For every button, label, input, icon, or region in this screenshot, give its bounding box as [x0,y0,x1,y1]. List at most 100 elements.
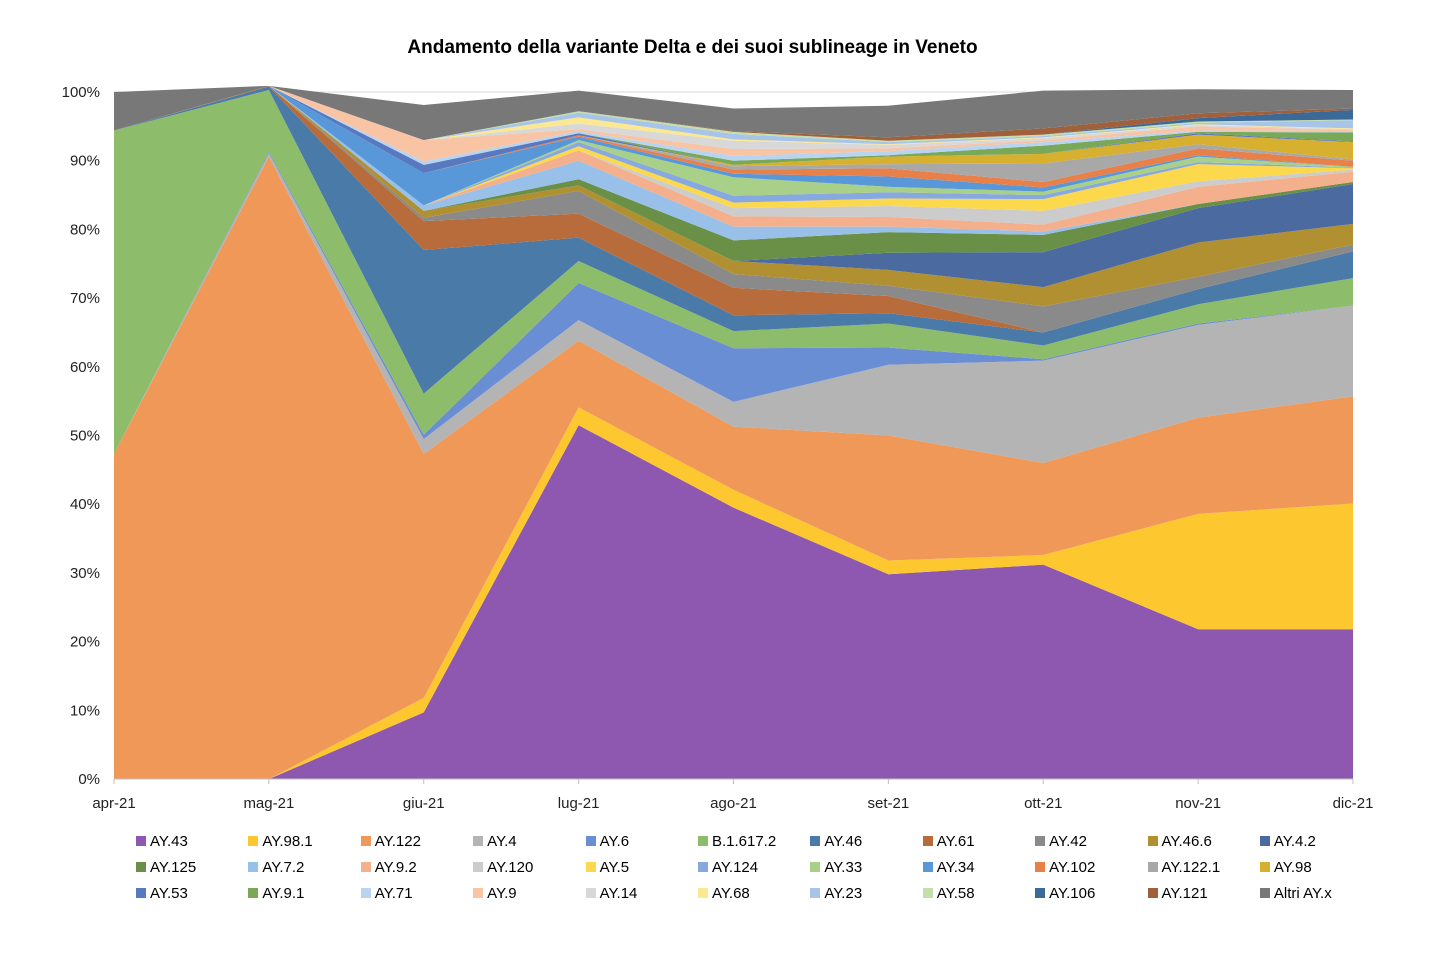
legend-item: AY.68 [697,884,810,902]
legend-label: AY.6 [599,832,630,850]
x-tick-label: dic-21 [1333,795,1374,812]
legend-item: AY.125 [136,858,248,876]
legend-swatch [248,862,259,872]
legend-swatch [922,888,933,898]
legend-label: AY.7.2 [262,858,305,876]
legend-label: AY.5 [599,858,630,876]
x-tick-label: ott-21 [1024,795,1062,812]
area-series-ay-33 [114,85,1353,206]
legend-item: AY.122 [360,832,473,850]
legend-label: AY.53 [150,884,188,902]
legend-label: AY.122.1 [1161,858,1221,876]
legend-label: AY.4.2 [1273,832,1316,850]
legend-label: AY.106 [1049,884,1096,902]
legend-label: AY.4 [487,832,517,850]
area-series-ay-122 [114,156,1353,779]
legend-item: AY.124 [697,858,810,876]
legend-swatch [922,862,933,872]
legend-label: AY.125 [150,858,197,876]
legend-item: AY.4 [473,832,585,850]
legend-swatch [1259,888,1270,898]
legend-item: AY.122.1 [1147,858,1260,876]
legend-label: AY.71 [374,884,413,902]
area-series-altri-ay-x [114,85,1353,141]
legend-item: AY.121 [1147,884,1260,902]
legend-item: AY.43 [136,832,248,850]
legend-label: AY.43 [150,832,188,850]
legend-swatch [697,862,708,872]
legend-label: AY.34 [936,858,975,876]
y-tick-label: 30% [70,565,100,582]
legend-swatch [473,862,484,872]
legend-label: AY.61 [936,832,975,850]
legend-label: AY.98.1 [262,832,313,850]
area-series-ay-34 [114,85,1353,206]
legend-item: AY.102 [1035,858,1147,876]
legend-swatch [473,836,484,846]
legend-item: AY.9.2 [360,858,473,876]
axes [113,778,1354,784]
legend-item: AY.23 [810,884,922,902]
area-series-b-1-617-2 [114,89,1353,455]
legend-swatch [1035,888,1046,898]
legend-item: AY.14 [585,884,698,902]
legend-label: AY.9.2 [374,858,417,876]
x-tick-label: giu-21 [403,795,445,812]
legend-label: AY.46 [824,832,863,850]
area-series-ay-6 [114,151,1353,455]
legend-swatch [697,888,708,898]
legend-item: AY.34 [922,858,1035,876]
x-tick-label: set-21 [868,795,910,812]
legend-item: AY.33 [810,858,922,876]
y-tick-label: 100% [62,84,100,101]
legend-label: AY.98 [1273,858,1312,876]
legend-swatch [1035,836,1046,846]
legend-swatch [810,836,821,846]
legend-label: AY.33 [824,858,863,876]
legend-swatch [585,888,596,898]
y-tick-label: 80% [70,221,100,238]
legend-swatch [810,888,821,898]
legend-swatch [1147,862,1158,872]
legend-swatch [810,862,821,872]
legend-swatch [1035,862,1046,872]
legend-item: AY.120 [473,858,585,876]
legend-swatch [1147,836,1158,846]
area-series-ay-46 [114,86,1353,394]
legend-item: AY.7.2 [248,858,360,876]
legend-swatch [1147,888,1158,898]
y-axis-tick-labels: 0% 10% 20% 30% 40% 50% 60% 70% 80% 90% 100% [62,84,100,788]
legend-label: AY.58 [936,884,975,902]
x-axis-tick-labels: apr-21 mag-21 giu-21 lug-21 ago-21 set-21 ott-… [92,795,1373,812]
legend-label: AY.46.6 [1161,832,1212,850]
x-tick-label: nov-21 [1175,795,1221,812]
legend-label: AY.120 [487,858,534,876]
legend-swatch [248,888,259,898]
legend-label: AY.23 [824,884,863,902]
legend-swatch [360,836,371,846]
legend-swatch [136,862,146,872]
legend-item: AY.6 [585,832,698,850]
legend-label: AY.68 [711,884,750,902]
legend-item: AY.61 [922,832,1035,850]
y-tick-label: 70% [70,290,100,307]
legend-item: AY.46 [810,832,922,850]
y-tick-label: 40% [70,496,100,513]
legend-label: AY.124 [711,858,759,876]
y-tick-label: 60% [70,359,100,376]
y-tick-label: 50% [70,428,100,445]
legend-swatch [248,836,259,846]
x-tick-label: lug-21 [558,795,600,812]
chart-title: Andamento della variante Delta e dei suo… [407,37,978,58]
x-tick-label: mag-21 [243,795,294,812]
area-series-ay-46-6 [114,85,1353,307]
legend-item: AY.53 [136,884,248,902]
legend-label: AY.122 [374,832,421,850]
legend-label: AY.9 [487,884,517,902]
legend-item: AY.9 [473,884,585,902]
legend-swatch [136,836,146,846]
legend-label: AY.121 [1161,884,1208,902]
legend-swatch [585,862,596,872]
legend-item: AY.98.1 [248,832,360,850]
